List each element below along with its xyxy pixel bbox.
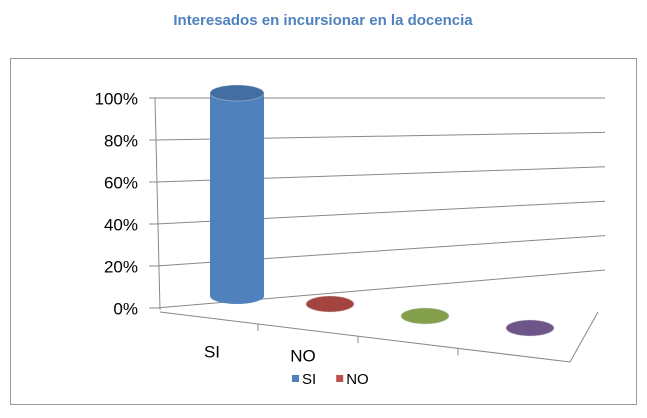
chart-title: Interesados en incursionar en la docenci… — [173, 12, 473, 29]
cylinder-top — [209, 84, 265, 102]
cylinder-top — [400, 307, 450, 325]
y-tick-label: 80% — [104, 131, 138, 150]
x-tick-label: SI — [204, 342, 220, 361]
y-tick-label: 40% — [104, 215, 138, 234]
y-tick-label: 60% — [104, 173, 138, 192]
y-tick-label: 0% — [113, 299, 138, 318]
floor-front-edge — [159, 311, 571, 363]
x-tick-label: NO — [290, 346, 316, 365]
y-tick-label: 20% — [104, 257, 138, 276]
legend-swatch — [336, 375, 344, 382]
cylinder-top — [305, 295, 355, 313]
cylinder-bottom — [210, 288, 264, 304]
cylinder — [400, 307, 450, 325]
cylinder-body — [210, 93, 264, 296]
cylinder-top — [505, 319, 555, 337]
cylinder — [505, 319, 555, 337]
left-wall-edge — [154, 97, 161, 311]
legend-label: NO — [346, 371, 369, 388]
y-tick-label: 100% — [95, 89, 138, 108]
cylinder — [305, 295, 355, 313]
floor-right-edge — [569, 311, 599, 363]
legend-label: SI — [302, 371, 316, 388]
legend-swatch — [292, 375, 299, 382]
chart-frame — [10, 58, 637, 405]
cylinder — [209, 84, 265, 304]
